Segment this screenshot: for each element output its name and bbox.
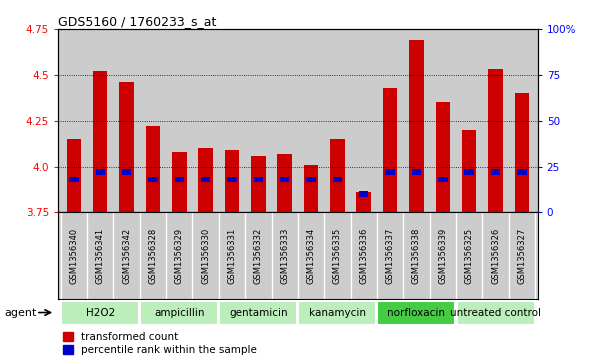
Bar — [488, 69, 503, 212]
Bar — [69, 177, 79, 182]
Bar — [95, 170, 105, 175]
Text: GSM1356338: GSM1356338 — [412, 228, 421, 284]
Text: GSM1356339: GSM1356339 — [438, 228, 447, 284]
Bar — [304, 165, 318, 212]
Bar — [356, 192, 371, 212]
Legend: transformed count, percentile rank within the sample: transformed count, percentile rank withi… — [64, 332, 257, 355]
Text: GSM1356335: GSM1356335 — [333, 228, 342, 284]
Text: GSM1356331: GSM1356331 — [227, 228, 236, 284]
Bar — [67, 139, 81, 212]
Text: norfloxacin: norfloxacin — [387, 307, 445, 318]
Bar — [119, 82, 134, 212]
Bar — [172, 152, 186, 212]
Text: GSM1356326: GSM1356326 — [491, 228, 500, 284]
Bar — [277, 154, 292, 212]
Bar — [225, 150, 240, 212]
Bar — [386, 170, 395, 175]
Text: GSM1356329: GSM1356329 — [175, 228, 184, 284]
Text: GSM1356332: GSM1356332 — [254, 228, 263, 284]
Text: GSM1356337: GSM1356337 — [386, 228, 395, 284]
Text: GSM1356336: GSM1356336 — [359, 228, 368, 284]
Bar — [409, 40, 423, 212]
Text: GDS5160 / 1760233_s_at: GDS5160 / 1760233_s_at — [58, 15, 216, 28]
Bar — [175, 177, 184, 182]
Bar — [227, 177, 236, 182]
Bar — [251, 155, 266, 212]
Bar — [254, 177, 263, 182]
Bar — [122, 170, 131, 175]
Text: untreated control: untreated control — [450, 307, 541, 318]
FancyBboxPatch shape — [456, 301, 535, 325]
Bar — [383, 88, 397, 212]
Text: GSM1356334: GSM1356334 — [307, 228, 315, 284]
Text: GSM1356327: GSM1356327 — [518, 228, 526, 284]
Bar — [145, 126, 160, 212]
FancyBboxPatch shape — [219, 301, 298, 325]
Bar — [306, 177, 316, 182]
Text: GSM1356340: GSM1356340 — [70, 228, 78, 284]
Text: GSM1356342: GSM1356342 — [122, 228, 131, 284]
Bar — [464, 170, 474, 175]
Text: ampicillin: ampicillin — [154, 307, 205, 318]
Bar — [201, 177, 210, 182]
Bar — [199, 148, 213, 212]
Text: GSM1356330: GSM1356330 — [201, 228, 210, 284]
FancyBboxPatch shape — [141, 301, 218, 325]
Bar — [462, 130, 477, 212]
FancyBboxPatch shape — [61, 301, 139, 325]
Text: agent: agent — [5, 307, 37, 318]
Bar — [436, 102, 450, 212]
Bar — [359, 191, 368, 197]
Bar — [93, 71, 108, 212]
Text: GSM1356333: GSM1356333 — [280, 228, 289, 284]
Text: H2O2: H2O2 — [86, 307, 115, 318]
Bar — [517, 170, 527, 175]
Text: gentamicin: gentamicin — [229, 307, 288, 318]
Bar — [491, 170, 500, 175]
Text: GSM1356341: GSM1356341 — [96, 228, 104, 284]
Bar — [330, 139, 345, 212]
FancyBboxPatch shape — [298, 301, 376, 325]
Text: GSM1356325: GSM1356325 — [464, 228, 474, 284]
Bar — [412, 170, 421, 175]
Text: GSM1356328: GSM1356328 — [148, 228, 158, 284]
Text: kanamycin: kanamycin — [309, 307, 366, 318]
Bar — [438, 177, 447, 182]
FancyBboxPatch shape — [378, 301, 455, 325]
Bar — [280, 177, 290, 182]
Bar — [332, 177, 342, 182]
Bar — [148, 177, 158, 182]
Bar — [514, 93, 529, 212]
